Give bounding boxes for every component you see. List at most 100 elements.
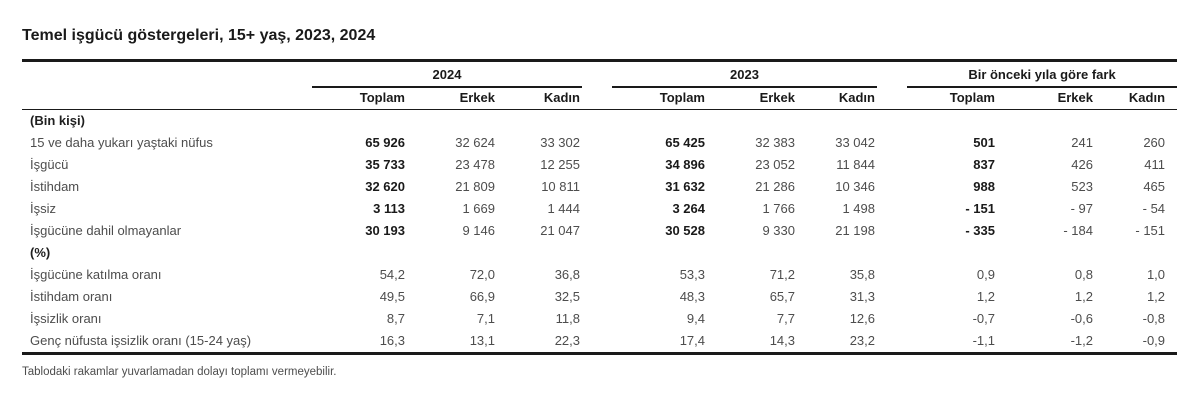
cell-value: 13,1 [469, 333, 495, 348]
cell-value: 33 302 [540, 135, 580, 150]
cell-value: 10 346 [835, 179, 875, 194]
row-label: İşsiz [30, 201, 56, 216]
section-label: (Bin kişi) [30, 113, 85, 128]
header-erkek-2023: Erkek [707, 87, 797, 110]
cell-value: 9,4 [686, 311, 705, 326]
cell-value: 23 478 [455, 157, 495, 172]
label-column-spacer [22, 61, 312, 88]
column-gap [877, 154, 907, 176]
cell-value: 10 811 [541, 179, 580, 194]
column-gap [877, 132, 907, 154]
cell-value: 9 330 [762, 223, 795, 238]
cell-value: 65 425 [665, 135, 705, 150]
cell-value: -0,8 [1142, 311, 1166, 326]
cell-value: 35 733 [365, 157, 405, 172]
column-group-2024: 2024 [312, 60, 582, 88]
cell-value: -1,1 [972, 333, 995, 348]
column-gap [582, 286, 612, 308]
row-label: 15 ve daha yukarı yaştaki nüfus [30, 135, 213, 150]
column-gap [582, 176, 612, 198]
cell-value: 14,3 [769, 333, 795, 348]
footnote: Tablodaki rakamlar yuvarlamadan dolayı t… [22, 366, 337, 378]
header-kadin-2023: Kadın [797, 87, 877, 110]
cell-value: 36,8 [554, 267, 580, 282]
cell-value: 72,0 [469, 267, 495, 282]
column-gap [877, 87, 907, 110]
cell-value: 1 498 [842, 201, 875, 216]
cell-value: 23 052 [755, 157, 795, 172]
column-gap [877, 330, 907, 354]
header-toplam-2024: Toplam [312, 87, 407, 110]
cell-value: - 151 [1135, 223, 1166, 238]
cell-value: 21 198 [835, 223, 875, 238]
cell-value: 17,4 [679, 333, 705, 348]
cell-value: 1 766 [762, 201, 795, 216]
cell-value: 34 896 [665, 157, 705, 172]
cell-value: 31 632 [665, 179, 705, 194]
section-header-row: (Bin kişi) [22, 110, 1177, 133]
column-gap [877, 264, 907, 286]
header-erkek-diff: Erkek [997, 87, 1095, 110]
column-gap [877, 220, 907, 242]
cell-value: - 184 [1063, 223, 1093, 238]
table-row: İşsiz 3 113 1 669 1 444 3 264 1 766 1 498 - 151… [22, 198, 1177, 220]
cell-value: 465 [1143, 179, 1166, 194]
cell-value: 21 286 [755, 179, 795, 194]
column-gap [582, 308, 612, 330]
cell-value: 1,2 [976, 289, 995, 304]
cell-value: 11 844 [836, 157, 875, 172]
indicators-table: 2024 2023 Bir önceki yıla göre fark Topl… [22, 59, 1178, 355]
cell-value: 1,2 [1146, 289, 1166, 304]
column-group-diff: Bir önceki yıla göre fark [907, 60, 1178, 88]
cell-value: - 54 [1142, 201, 1166, 216]
cell-value: 8,7 [386, 311, 405, 326]
cell-value: - 335 [965, 223, 995, 238]
row-label: İşgücüne dahil olmayanlar [30, 223, 182, 238]
cell-value: 30 528 [665, 223, 705, 238]
cell-value: 3 264 [672, 201, 705, 216]
header-kadin-diff: Kadın [1095, 87, 1178, 110]
cell-value: 32 620 [365, 179, 405, 194]
row-label: İşgücüne katılma oranı [30, 267, 162, 282]
cell-value: -1,2 [1070, 333, 1093, 348]
column-gap [582, 87, 612, 110]
cell-value: 1,0 [1146, 267, 1166, 282]
table-row: İstihdam oranı 49,5 66,9 32,5 48,3 65,7 31,3 1,… [22, 286, 1177, 308]
cell-value: 32 383 [755, 135, 795, 150]
header-toplam-2023: Toplam [612, 87, 707, 110]
cell-value: 12 255 [540, 157, 580, 172]
cell-value: 411 [1144, 157, 1166, 172]
cell-value: - 97 [1070, 201, 1093, 216]
cell-value: 3 113 [373, 201, 405, 216]
cell-value: 32,5 [554, 289, 580, 304]
column-gap [582, 154, 612, 176]
table-row: İşgücüne dahil olmayanlar 30 193 9 146 21 0… [22, 220, 1177, 242]
cell-value: 21 809 [455, 179, 495, 194]
table-row: İşsizlik oranı 8,7 7,1 11,8 9,4 7,7 12,6 -0,7 -0… [22, 308, 1177, 330]
column-gap [877, 176, 907, 198]
row-label: İşgücü [30, 157, 69, 172]
section-header-row: (%) [22, 242, 1177, 264]
column-gap [877, 198, 907, 220]
cell-value: 1 444 [547, 201, 580, 216]
cell-value: 523 [1071, 179, 1093, 194]
page-title: Temel işgücü göstergeleri, 15+ yaş, 2023… [22, 27, 376, 44]
column-gap [877, 286, 907, 308]
cell-value: 7,1 [476, 311, 495, 326]
cell-value: 260 [1143, 135, 1166, 150]
cell-value: 32 624 [455, 135, 495, 150]
column-gap [582, 220, 612, 242]
row-label: İşsizlik oranı [30, 311, 102, 326]
cell-value: 33 042 [835, 135, 875, 150]
cell-value: 54,2 [379, 267, 405, 282]
sub-header-row: Toplam Erkek Kadın Toplam Erkek Kadın To… [22, 87, 1178, 110]
cell-value: 66,9 [469, 289, 495, 304]
cell-value: 49,5 [379, 289, 405, 304]
table-row: 15 ve daha yukarı yaştaki nüfus 65 926 32 … [22, 132, 1177, 154]
cell-value: 23,2 [849, 333, 875, 348]
row-label: İstihdam [30, 179, 80, 194]
section-label: (%) [30, 245, 51, 260]
cell-value: 9 146 [462, 223, 495, 238]
cell-value: 426 [1071, 157, 1093, 172]
cell-value: 12,6 [849, 311, 875, 326]
